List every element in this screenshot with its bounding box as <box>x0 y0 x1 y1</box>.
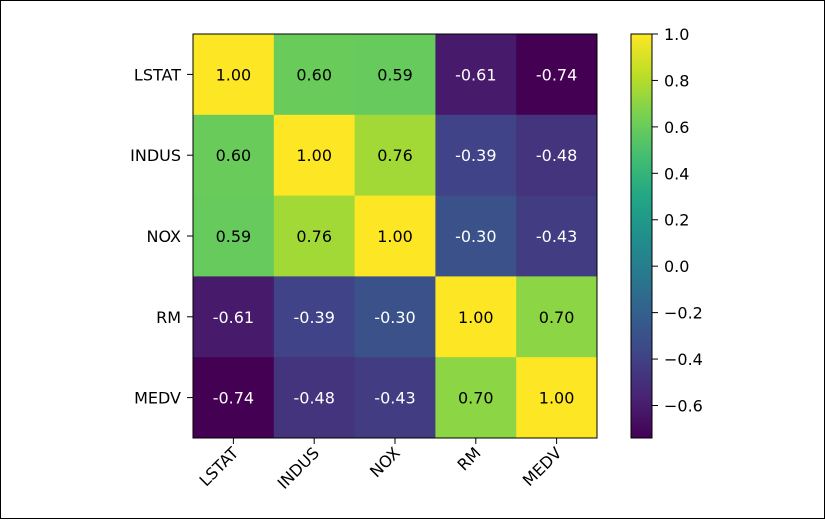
heatmap-cell <box>193 357 275 439</box>
heatmap-cell <box>354 276 436 358</box>
cell-value-label: -0.43 <box>374 389 415 408</box>
cell-value-label: 1.00 <box>296 146 332 165</box>
x-tick-label: MEDV <box>519 443 566 490</box>
colorbar-tick-label: −0.4 <box>664 350 703 369</box>
x-tick-label: RM <box>454 443 485 474</box>
y-axis: LSTAT INDUS NOX RM MEDV <box>130 65 193 408</box>
heatmap-cell <box>193 34 275 116</box>
cell-value-label: 1.00 <box>458 308 494 327</box>
heatmap-cell <box>435 276 517 358</box>
cell-value-label: 0.70 <box>539 308 575 327</box>
colorbar-tick-label: 0.6 <box>664 118 689 137</box>
y-tick-label: RM <box>156 308 181 327</box>
heatmap-cell <box>193 276 275 358</box>
y-tick-label: MEDV <box>134 389 181 408</box>
colorbar-tick-label: 0.0 <box>664 257 689 276</box>
heatmap-cell <box>273 114 356 197</box>
cell-value-label: 1.00 <box>377 227 413 246</box>
heatmap-cell <box>435 114 517 197</box>
cell-value-label: -0.61 <box>455 65 496 84</box>
x-axis: LSTAT INDUS NOX RM MEDV <box>196 438 566 493</box>
heatmap-cell <box>516 34 598 116</box>
cell-value-label: -0.30 <box>374 308 415 327</box>
cell-value-label: -0.48 <box>293 389 334 408</box>
colorbar-gradient <box>630 33 653 439</box>
cell-value-label: -0.74 <box>536 65 577 84</box>
heatmap-cell <box>435 357 517 439</box>
colorbar-tick-label: 0.8 <box>664 71 689 90</box>
heatmap-cell <box>193 114 275 197</box>
cell-value-label: 0.70 <box>458 389 494 408</box>
y-tick-label: NOX <box>147 227 182 246</box>
cell-value-label: 0.59 <box>216 227 252 246</box>
heatmap-cell <box>516 357 598 439</box>
cell-value-label: 0.76 <box>296 227 332 246</box>
cell-value-label: 1.00 <box>539 389 575 408</box>
heatmap-cell <box>273 34 356 116</box>
cell-value-label: 0.60 <box>296 65 332 84</box>
heatmap-cell <box>516 114 598 197</box>
heatmap-cell <box>354 114 436 197</box>
heatmap-cell <box>516 195 598 277</box>
x-tick-label: NOX <box>366 443 404 481</box>
colorbar-tick-label: −0.6 <box>664 396 703 415</box>
cell-value-label: -0.74 <box>213 389 254 408</box>
heatmap-cell <box>273 276 356 358</box>
cell-value-label: -0.61 <box>213 308 254 327</box>
cell-value-label: -0.39 <box>455 146 496 165</box>
cell-value-label: -0.43 <box>536 227 577 246</box>
colorbar: 1.0 0.8 0.6 0.4 0.2 0.0 −0.2 −0.4 −0.6 <box>630 25 703 439</box>
heatmap-cell <box>516 276 598 358</box>
plot-border <box>192 33 598 439</box>
colorbar-tick-label: 1.0 <box>664 25 689 44</box>
cell-value-label: 1.00 <box>216 65 252 84</box>
y-tick-label: INDUS <box>130 146 181 165</box>
cell-value-label: -0.48 <box>536 146 577 165</box>
heatmap-cell-labels: 1.00 0.60 0.59 -0.61 -0.74 0.60 1.00 0.76 -0.39 -… <box>213 65 578 407</box>
heatmap-cell <box>354 357 436 439</box>
x-tick-label: LSTAT <box>196 443 243 490</box>
heatmap-cell <box>273 195 356 277</box>
cell-value-label: -0.30 <box>455 227 496 246</box>
heatmap-cell <box>193 195 275 277</box>
heatmap-cell <box>435 34 517 116</box>
heatmap-cell <box>435 195 517 277</box>
heatmap-cell <box>273 357 356 439</box>
y-tick-label: LSTAT <box>134 65 181 84</box>
x-tick-label: INDUS <box>274 443 323 492</box>
heatmap-cells <box>193 34 598 439</box>
cell-value-label: 0.59 <box>377 65 413 84</box>
colorbar-tick-label: 0.4 <box>664 164 689 183</box>
heatmap-cell <box>354 34 436 116</box>
colorbar-tick-label: 0.2 <box>664 211 689 230</box>
heatmap-cell <box>354 195 436 277</box>
cell-value-label: -0.39 <box>293 308 334 327</box>
cell-value-label: 0.60 <box>216 146 252 165</box>
colorbar-tick-label: −0.2 <box>664 304 703 323</box>
cell-value-label: 0.76 <box>377 146 413 165</box>
